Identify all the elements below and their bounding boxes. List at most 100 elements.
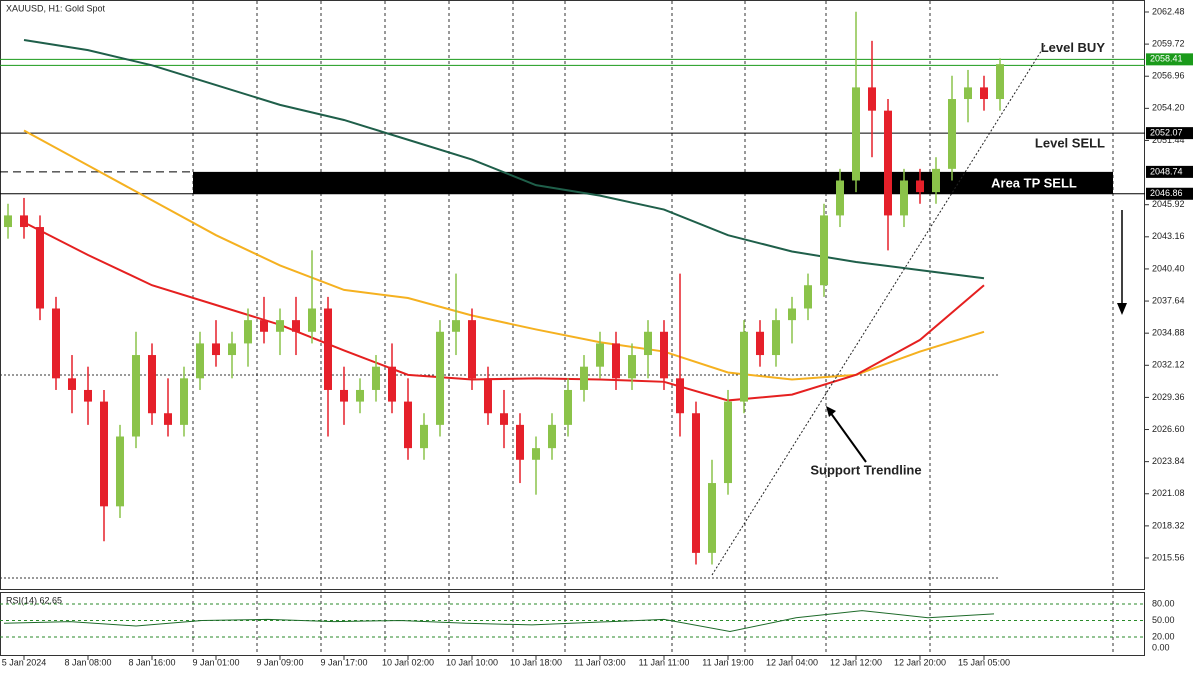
candle-body [820,215,828,286]
price-box [1146,165,1193,178]
candle-body [644,331,652,356]
candle-body [100,401,108,507]
candle-body [868,87,876,111]
moving-average [23,129,985,381]
price-box [1146,53,1193,66]
price-label: 2048.74 [1150,166,1183,176]
candle-body [452,320,460,332]
trendline [711,44,1046,576]
x-tick-label: 12 Jan 04:00 [766,657,818,667]
x-tick-label: 11 Jan 11:00 [639,657,690,667]
candle-body [228,343,236,356]
candle-body [116,436,124,507]
candle-body [468,320,476,379]
annotation-text: Support Trendline [810,462,921,477]
y-tick-label: 2026.60 [1152,424,1185,434]
chart-title: XAUUSD, H1: Gold Spot [6,3,106,13]
candle-body [180,378,188,425]
y-tick-label: 2062.48 [1152,6,1185,16]
y-tick-label: 2056.96 [1152,71,1185,81]
candle-body [580,366,588,390]
y-tick-label: 2051.44 [1152,135,1185,145]
candle-body [804,285,812,309]
rsi-frame [0,592,1145,656]
moving-average [23,221,985,402]
price-label: 2046.86 [1150,188,1183,198]
candle-body [724,401,732,484]
candle-body [564,389,572,425]
y-tick-label: 2018.32 [1152,520,1185,530]
candle-body [196,343,204,379]
candle-body [52,308,60,379]
candle-body [244,320,252,344]
candle-body [756,331,764,356]
y-tick-label: 2037.64 [1152,295,1185,305]
main-frame [0,0,1145,590]
candle-body [132,355,140,437]
candle-body [484,378,492,414]
x-tick-label: 12 Jan 12:00 [830,657,882,667]
candle-body [740,331,748,402]
candle-body [708,483,716,553]
x-tick-label: 9 Jan 09:00 [256,657,303,667]
candle-body [20,215,28,228]
candle-body [4,215,12,228]
rsi-line [3,610,995,633]
y-tick-label: 2040.40 [1152,263,1185,273]
candle-body [436,331,444,425]
candle-body [212,343,220,356]
candle-body [84,389,92,402]
candle-body [276,320,284,332]
candle-body [532,448,540,460]
candle-body [628,355,636,379]
x-tick-label: 11 Jan 03:00 [574,657,625,667]
arrow-head [1117,303,1127,315]
candle-body [596,343,604,367]
candle-body [612,343,620,379]
candle-body [292,320,300,332]
annotation-arrow [829,411,867,463]
area-box [193,171,1113,194]
price-label: 2052.07 [1150,128,1183,138]
candle-body [548,424,556,449]
y-tick-label: 2045.92 [1152,199,1185,209]
candle-body [980,87,988,100]
rsi-tick-label: 50.00 [1152,615,1175,625]
x-tick-label: 11 Jan 19:00 [702,657,753,667]
moving-average [23,39,985,280]
candle-body [932,168,940,193]
x-tick-label: 9 Jan 17:00 [320,657,367,667]
y-tick-label: 2029.36 [1152,392,1185,402]
rsi-tick-label: 80.00 [1152,598,1175,608]
x-tick-label: 5 Jan 2024 [2,657,47,667]
candle-body [36,227,44,309]
x-tick-label: 10 Jan 10:00 [446,657,498,667]
x-tick-label: 9 Jan 01:00 [192,657,239,667]
x-tick-label: 8 Jan 08:00 [64,657,111,667]
candle-body [772,320,780,356]
candle-body [420,424,428,449]
candle-body [916,180,924,193]
candle-body [996,64,1004,100]
y-tick-label: 2021.08 [1152,488,1185,498]
candle-body [500,413,508,425]
candle-body [372,366,380,390]
candle-body [660,331,668,379]
candle-body [884,110,892,216]
candle-body [964,87,972,100]
candle-body [404,401,412,449]
level-label: Level SELL [1035,136,1105,151]
y-tick-label: 2059.72 [1152,38,1185,48]
y-tick-label: 2043.16 [1152,231,1185,241]
level-label: Level BUY [1041,40,1106,55]
candle-body [260,320,268,332]
candle-body [148,355,156,414]
y-tick-label: 2032.12 [1152,360,1185,370]
arrow-head [826,406,836,417]
candle-body [356,389,364,402]
x-tick-label: 15 Jan 05:00 [958,657,1010,667]
candle-body [68,378,76,390]
price-box [1146,187,1193,200]
y-tick-label: 2023.84 [1152,456,1185,466]
